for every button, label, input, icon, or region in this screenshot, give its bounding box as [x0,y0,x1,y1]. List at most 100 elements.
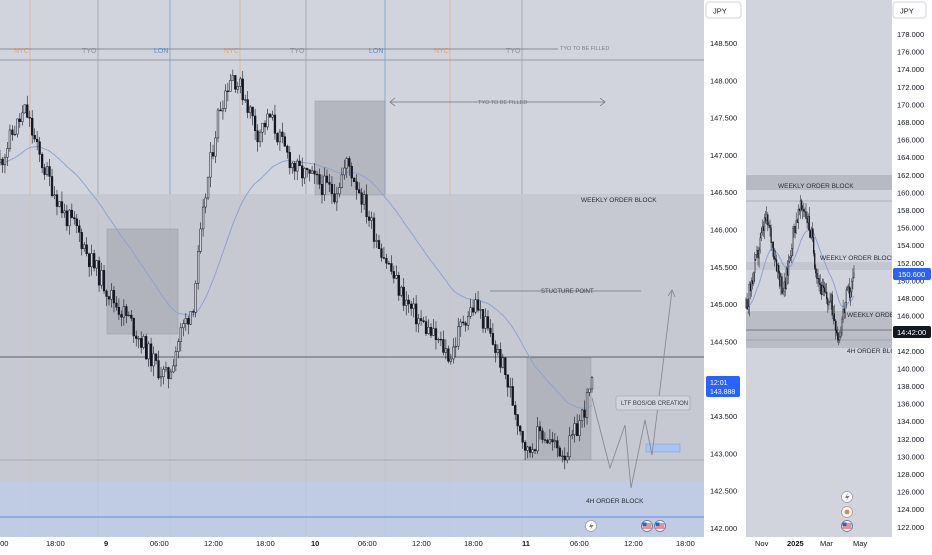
left-chart-panel[interactable]: NYC TYO LON NYC TYO LON NYC TYO [0,0,704,537]
candle-body [120,314,123,318]
candle-body [481,309,485,329]
candle-body [92,253,96,269]
right-weekly-zone-mid[interactable] [746,262,892,270]
left-price-tick-label: 144.500 [710,337,737,346]
candle-body [506,374,509,388]
right-price-tick-label: 142.000 [897,347,924,356]
left-price-tick-label: 143.000 [710,449,737,458]
candle-body [21,112,24,122]
candle-body [236,86,239,90]
right-price-axis[interactable]: JPY 178.000176.000174.000172.000170.0001… [892,0,932,550]
weekly-order-block-zone[interactable] [0,194,704,481]
left-currency-button[interactable] [705,1,742,19]
candle-body [95,260,98,269]
candle-body [278,131,282,143]
left-price-tick-label: 142.000 [710,524,737,533]
candle-body [372,217,376,242]
current-price-time: 12:01 [710,380,728,387]
candle-body [573,423,576,435]
left-time-axis[interactable]: :00 18:00 9 06:00 12:00 18:00 10 06:00 12:00 18:0… [0,537,746,550]
right-candle-body [829,300,831,303]
right-candle-body [833,313,835,322]
right-price-tick-label: 172.000 [897,83,924,92]
candle-body [548,439,552,444]
right-candle-body [806,218,808,223]
candle-body [585,392,589,418]
candle-body [288,152,291,169]
ltf-entry-box[interactable] [645,443,681,453]
candle-body [422,320,425,322]
right-candle-body [821,285,823,295]
right-candle-body [759,237,761,251]
right-candle-body [778,265,780,274]
right-candle-body [845,289,847,303]
candle-body [189,311,192,325]
candle-body [377,240,381,249]
right-candle-body [766,214,768,221]
session-label: NYC [434,48,449,55]
right-candle-body [781,276,783,294]
candle-body [370,217,373,221]
candle-body [434,328,438,340]
panel-divider[interactable] [742,0,746,550]
right-time-badge[interactable] [893,326,931,338]
lightning-icon[interactable] [841,491,853,503]
session-label: LON [154,48,168,55]
candle-body [13,133,17,136]
right-time-tick-label: Mar [820,539,833,548]
candle-body [459,321,462,328]
session-label: NYC [14,48,29,55]
us-flag-icon[interactable] [641,520,653,532]
candle-body [182,323,185,329]
candle-body [132,317,135,337]
right-candlestick-series[interactable] [745,195,855,346]
right-price-tick-label: 124.000 [897,505,924,514]
candle-body [58,201,61,207]
left-price-tick-label: 147.500 [710,114,737,123]
right-candle-body [801,200,803,210]
right-weekly-zone-top[interactable] [746,175,892,190]
order-block-box-1[interactable] [106,228,179,335]
right-candle-body [839,336,841,341]
candle-body [130,314,133,319]
right-price-badge[interactable] [893,268,931,280]
right-time-axis[interactable]: Nov 2025 Mar May [746,537,892,550]
us-flag-icon[interactable] [841,520,853,532]
tyo-filled-top-label: TYO TO BE FILLED [560,46,609,52]
right-price-tick-label: 154.000 [897,241,924,250]
candle-body [479,309,482,311]
candle-body [355,181,358,190]
current-price-badge[interactable] [706,376,740,397]
us-flag-icon[interactable] [654,520,666,532]
candle-body [514,405,517,415]
candle-body [244,99,247,101]
candle-body [263,122,267,128]
right-candle-body [777,265,779,272]
lightning-icon[interactable] [585,520,597,532]
candle-body [293,162,296,172]
h4-order-block-zone[interactable] [0,481,704,537]
candlestick-series[interactable] [0,69,594,470]
right-h4-zone[interactable] [746,311,892,348]
right-chart-panel[interactable]: WEEKLY ORDER BLOCK WEEKLY ORDER BLOCK WE… [745,0,906,537]
right-candle-body [847,286,850,289]
right-price-tick-label: 132.000 [897,435,924,444]
candle-body [521,430,524,443]
candle-body [16,118,19,135]
right-currency-button[interactable] [892,1,927,19]
left-price-axis[interactable]: JPY 148.500 148.000 147.500 147.000 146.500 1… [704,0,746,537]
candle-body [144,336,148,360]
candle-body [358,189,361,194]
candle-body [568,435,571,458]
candle-body [60,201,64,214]
event-icon[interactable] [841,506,853,518]
candle-body [437,338,440,341]
candle-body [219,109,222,112]
candle-body [234,75,237,90]
candle-body [28,117,31,119]
candle-body [583,409,586,418]
right-candle-body [850,291,852,298]
candle-body [246,99,249,113]
candle-body [142,336,145,348]
